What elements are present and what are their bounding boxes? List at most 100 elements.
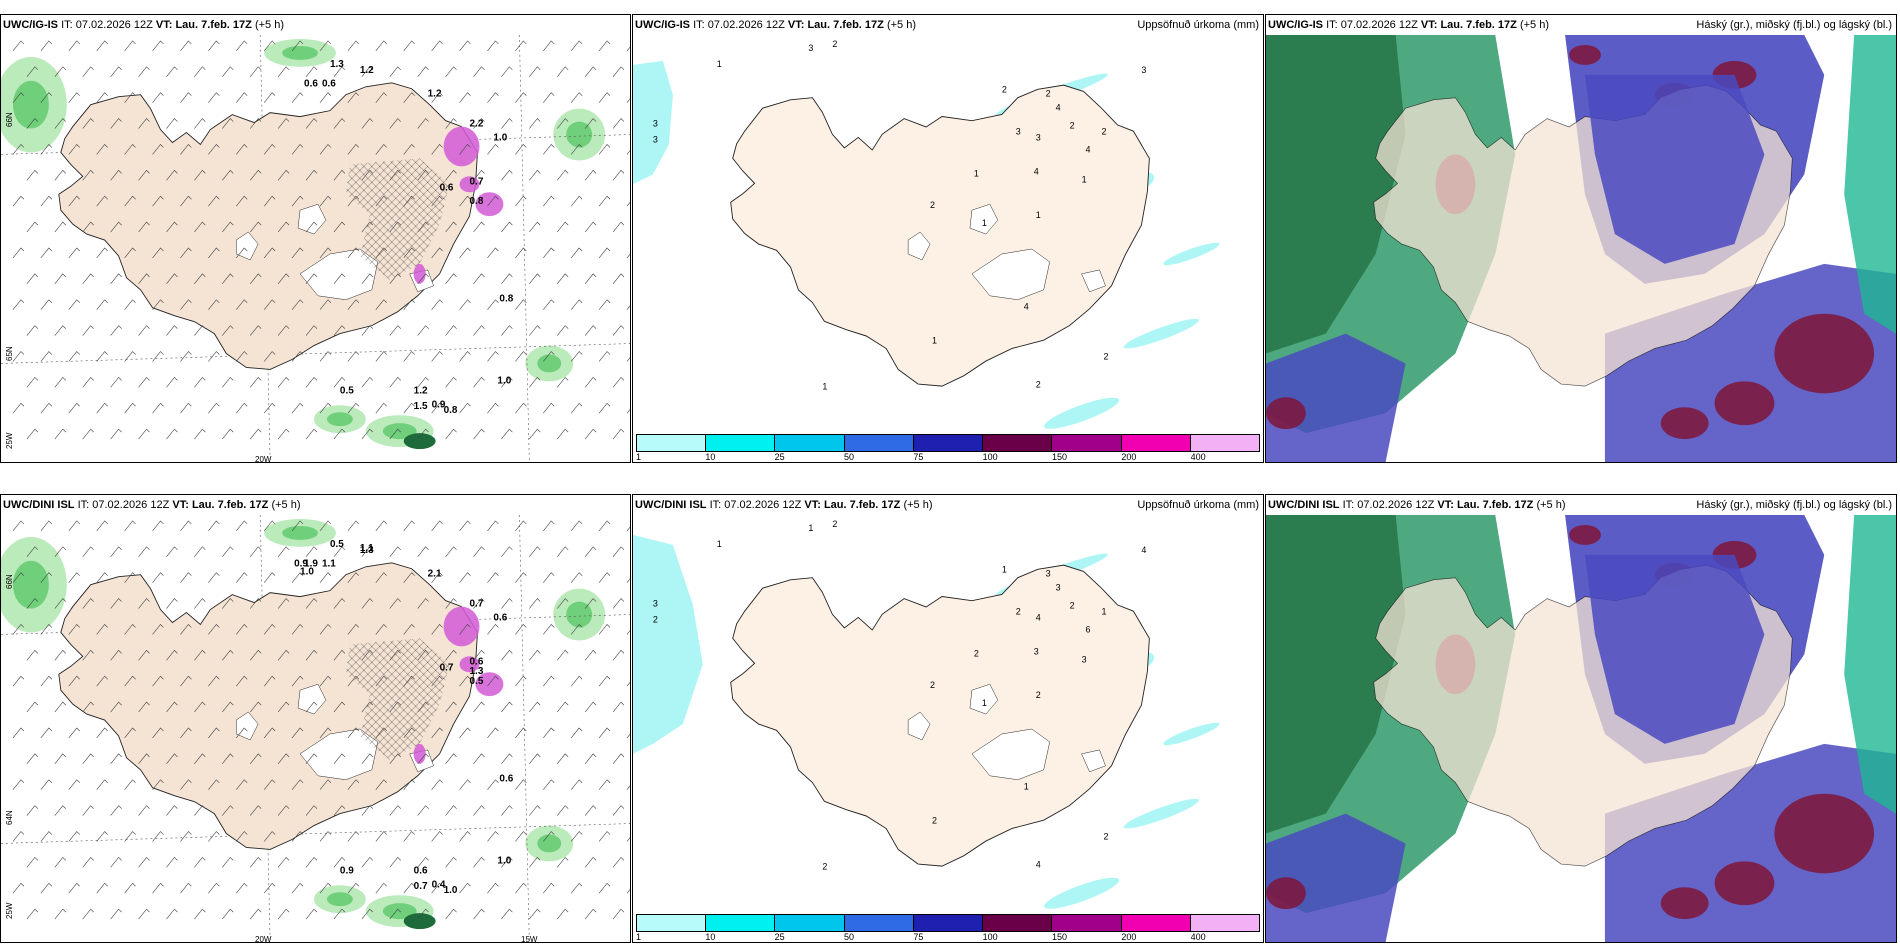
- wind-shade: [566, 121, 593, 148]
- wind-barb: [515, 299, 527, 310]
- wind-barb: [180, 144, 192, 155]
- wind-barb: [54, 598, 67, 609]
- wind-barb: [180, 402, 192, 414]
- wind-barb: [208, 92, 220, 103]
- wind-barb: [445, 118, 457, 129]
- wind-barb: [12, 675, 25, 687]
- precip-label: 2: [930, 200, 935, 210]
- precip-area: [1163, 242, 1220, 266]
- wind-label: 1.2: [414, 385, 428, 396]
- low-cloud: [1714, 861, 1775, 906]
- wind-barb: [96, 882, 108, 894]
- wind-barb: [305, 701, 318, 713]
- wind-barb: [180, 675, 192, 687]
- wind-barb: [96, 624, 108, 635]
- wind-barb: [501, 701, 513, 713]
- wind-barb: [501, 118, 513, 129]
- map-area[interactable]: 1.3 1.2 0.6 0.6 1.2 2.2 1.0 0.7 0.8 0.6 0.8 1.0 0.9 0…: [1, 35, 630, 462]
- wind-barb: [375, 351, 387, 362]
- snow-hatch: [345, 638, 450, 760]
- wind-barb: [403, 195, 415, 207]
- wind-barb: [68, 247, 80, 259]
- wind-label: 0.6: [304, 79, 318, 90]
- wind-barb: [361, 753, 374, 765]
- colorbar-segment: [1190, 435, 1259, 451]
- precip-shade: [475, 192, 504, 217]
- glacier: [299, 728, 379, 781]
- wind-barb: [263, 92, 276, 103]
- mid-cloud: [1266, 813, 1406, 942]
- wind-barb: [249, 169, 262, 181]
- model-name: UWC/IG-IS: [635, 19, 690, 31]
- wind-barb: [612, 649, 625, 661]
- wind-barb: [556, 66, 569, 77]
- wind-barb: [431, 624, 443, 635]
- wind-barb: [389, 169, 401, 181]
- precip-label: 1: [717, 59, 722, 69]
- wind-barb: [277, 325, 290, 336]
- wind-barb: [529, 805, 541, 816]
- wind-barb: [12, 572, 25, 583]
- wind-barb: [556, 169, 569, 181]
- wind-barb: [96, 779, 108, 790]
- wind-barb: [556, 546, 569, 557]
- wind-barb: [166, 118, 178, 129]
- wind-barb: [96, 92, 108, 103]
- wind-barb: [529, 598, 541, 609]
- wind-barb: [473, 805, 485, 816]
- wind-barb: [417, 753, 429, 765]
- wind-barb: [515, 247, 527, 259]
- precip-label: 4: [1024, 302, 1029, 312]
- wind-label: 1.3: [330, 59, 344, 70]
- wind-barb: [515, 831, 527, 842]
- wind-barb: [222, 598, 234, 609]
- wind-barb: [556, 273, 569, 285]
- wind-barb: [54, 169, 67, 181]
- wind-barb: [68, 144, 80, 155]
- wind-barb: [612, 428, 625, 440]
- wind-barb: [54, 908, 67, 920]
- wind-barb: [194, 546, 206, 557]
- wind-barb: [445, 649, 457, 661]
- init-time: 07.02.2026 12Z: [75, 19, 153, 31]
- cloud-map: [1266, 515, 1896, 942]
- panel-subtitle: Uppsöfnuð úrkoma (mm): [1137, 499, 1259, 511]
- glacier: [969, 683, 999, 715]
- wind-barb: [501, 169, 513, 181]
- low-cloud: [1266, 397, 1306, 430]
- precip-shade: [443, 606, 480, 647]
- wind-barb: [556, 221, 569, 233]
- map-area[interactable]: [1266, 515, 1896, 942]
- precip-colorbar: [636, 914, 1260, 932]
- map-area[interactable]: [1266, 35, 1896, 462]
- wind-shade: [537, 354, 562, 373]
- wind-barb: [487, 520, 499, 532]
- wind-barb: [319, 195, 332, 207]
- wind-barb: [333, 118, 346, 129]
- wind-barb: [68, 520, 80, 532]
- low-cloud: [1266, 877, 1306, 910]
- wind-barb: [82, 649, 94, 661]
- low-cloud: [1569, 524, 1601, 545]
- wind-barb: [333, 649, 346, 661]
- wind-barb: [389, 66, 401, 77]
- wind-barb: [291, 675, 304, 687]
- wind-barb: [194, 169, 206, 181]
- wind-barb: [445, 598, 457, 609]
- wind-barb: [612, 856, 625, 868]
- colorbar-segment: [706, 435, 776, 451]
- wind-barb: [194, 118, 206, 129]
- map-area[interactable]: 0.5 1.3 1.9 1.1 2.1 0.7 0.6 0.6 0.5 0.7 0.6 1.0 0.4 1…: [1, 515, 630, 942]
- wind-barb: [277, 428, 290, 440]
- wind-barb: [110, 598, 122, 609]
- precip-label: 2: [932, 816, 937, 826]
- wind-barb: [543, 624, 555, 635]
- wind-barb: [361, 273, 374, 285]
- wind-barb: [556, 753, 569, 765]
- wind-barb: [626, 681, 630, 687]
- wind-barb: [501, 546, 513, 557]
- wind-barb: [543, 144, 555, 155]
- wind-barb: [626, 578, 630, 583]
